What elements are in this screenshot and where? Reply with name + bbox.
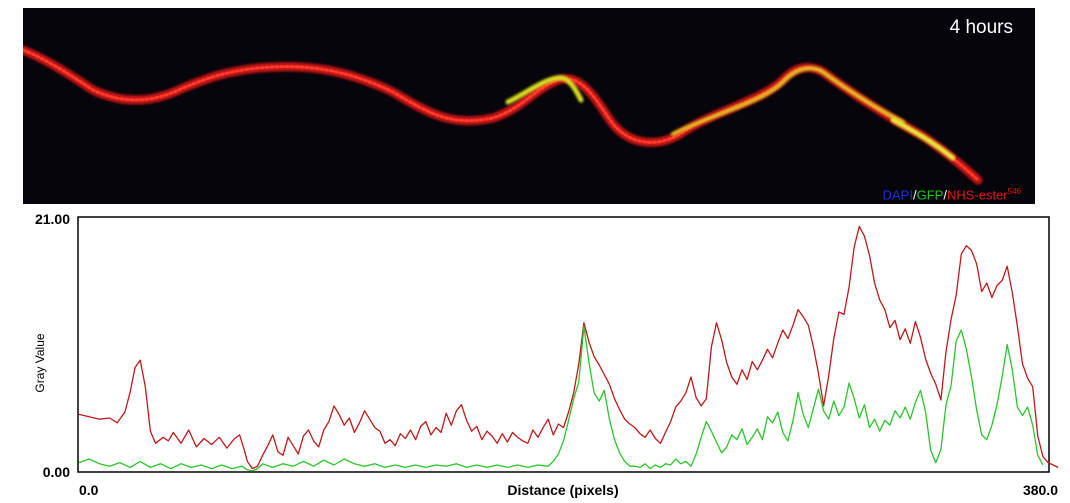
- tissue-strip-speckle: [23, 48, 980, 182]
- x-tick-label-max: 380.0: [1023, 482, 1058, 498]
- series-layer: [78, 225, 1059, 472]
- series-line-1: [78, 225, 1059, 470]
- legend-dapi: DAPI: [882, 187, 913, 202]
- tissue-gfp-region-3: [890, 117, 956, 161]
- y-axis-title: Gray Value: [33, 333, 47, 392]
- legend-separator-1: /: [912, 187, 917, 202]
- micrograph-image: [23, 45, 983, 185]
- legend-gfp: GFP: [916, 187, 944, 202]
- tissue-gfp-region-1: [505, 75, 584, 105]
- legend-nhs-ester: NHS-ester: [946, 187, 1008, 202]
- plot-frame: [77, 216, 1050, 473]
- legend-separator-2: /: [943, 187, 947, 202]
- y-tick-label-max: 21.00: [35, 211, 70, 227]
- y-tick-label-min: 0.00: [43, 464, 70, 480]
- tissue-gfp-region-2: [671, 66, 905, 136]
- timepoint-label: 4 hours: [949, 17, 1013, 38]
- micrograph-panel: 4 hours DAPI/GFP/NHS-ester546: [23, 8, 1035, 204]
- legend-nhs-superscript: 546: [1007, 186, 1021, 196]
- series-line-2: [78, 325, 1044, 472]
- x-tick-label-min: 0.0: [79, 482, 99, 498]
- stain-legend: DAPI/GFP/NHS-ester546: [883, 187, 1021, 202]
- x-axis-title: Distance (pixels): [507, 482, 618, 498]
- intensity-profile-chart: 21.00 0.00 0.0 380.0 Distance (pixels) G…: [33, 211, 1059, 498]
